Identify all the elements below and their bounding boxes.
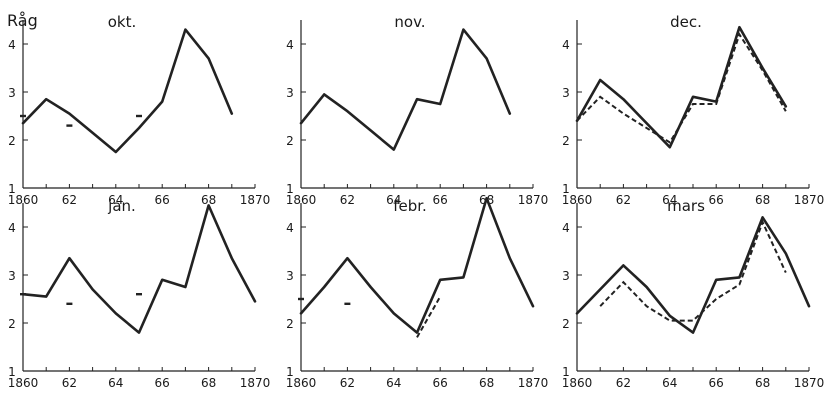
x-tick-label: 1870	[794, 376, 825, 390]
x-tick-label: 68	[755, 376, 770, 390]
y-tick-label: 1	[562, 365, 570, 379]
x-tick-label: 1870	[240, 376, 271, 390]
y-tick-label: 4	[286, 38, 294, 52]
series-line-dashed	[416, 296, 442, 338]
x-tick-label: 64	[108, 193, 123, 207]
series-line-solid	[299, 196, 535, 334]
x-tick-label: 68	[479, 376, 494, 390]
x-tick-label: 1870	[518, 376, 549, 390]
x-tick-label: 1860	[8, 376, 39, 390]
x-tick-label: 64	[662, 193, 677, 207]
y-tick-label: 1	[8, 182, 16, 196]
x-tick-label: 64	[108, 376, 123, 390]
y-tick-label: 1	[562, 182, 570, 196]
y-tick-label: 3	[286, 269, 294, 283]
panel-title: dec.	[670, 13, 702, 31]
y-tick-label: 2	[286, 317, 294, 331]
panel-title: mars	[667, 197, 705, 215]
x-tick-label: 1860	[286, 193, 317, 207]
x-tick-label: 62	[340, 376, 355, 390]
y-tick-label: 4	[562, 221, 570, 235]
panel-title: okt.	[108, 13, 137, 31]
x-tick-label: 66	[155, 376, 170, 390]
series-line-dashed	[576, 32, 787, 144]
x-tick-label: 66	[709, 376, 724, 390]
series-line-solid	[575, 216, 811, 334]
y-tick-label: 3	[286, 86, 294, 100]
y-tick-label: 4	[286, 221, 294, 235]
y-tick-label: 3	[562, 86, 570, 100]
panel-3: 1860 62 64 66 68 1870 1 2 3 4 dec.	[562, 13, 825, 207]
panel-1: 1860 62 64 66 68 1870 1 2 3 4 okt.	[8, 13, 271, 207]
y-tick-label: 2	[562, 317, 570, 331]
series-line-solid	[21, 204, 257, 334]
y-tick-label: 3	[8, 269, 16, 283]
x-tick-label: 68	[755, 193, 770, 207]
x-tick-label: 66	[709, 193, 724, 207]
panel-title: nov.	[394, 13, 425, 31]
y-tick-label: 2	[562, 134, 570, 148]
x-tick-label: 66	[155, 193, 170, 207]
x-tick-label: 1860	[286, 376, 317, 390]
x-tick-label: 64	[386, 193, 401, 207]
x-tick-label: 66	[433, 376, 448, 390]
x-tick-label: 62	[616, 193, 631, 207]
panel-4: 1860 62 64 66 68 1870 1 2 3 4 jan.	[8, 197, 271, 390]
y-tick-label: 2	[8, 317, 16, 331]
series-line-solid	[299, 28, 512, 151]
x-tick-label: 64	[662, 376, 677, 390]
x-tick-label: 1870	[240, 193, 271, 207]
x-tick-label: 68	[201, 376, 216, 390]
x-tick-label: 1860	[562, 376, 593, 390]
x-tick-label: 62	[62, 376, 77, 390]
x-tick-label: 66	[433, 193, 448, 207]
panel-title: jan.	[107, 197, 136, 215]
y-tick-label: 4	[8, 221, 16, 235]
y-tick-label: 2	[8, 134, 16, 148]
series-line-solid	[21, 28, 234, 154]
y-tick-label: 4	[562, 38, 570, 52]
y-tick-label: 4	[8, 38, 16, 52]
x-tick-label: 68	[201, 193, 216, 207]
y-tick-label: 1	[8, 365, 16, 379]
x-tick-label: 62	[616, 376, 631, 390]
panel-5: 1860 62 64 66 68 1870 1 2 3 4 febr.	[286, 196, 549, 390]
series-line-dashed	[599, 219, 787, 322]
x-tick-label: 1860	[8, 193, 39, 207]
y-tick-label: 1	[286, 182, 294, 196]
x-tick-label: 62	[62, 193, 77, 207]
panel-6: 1860 62 64 66 68 1870 1 2 3 4 mars	[562, 197, 825, 390]
x-tick-label: 1870	[794, 193, 825, 207]
x-tick-label: 1870	[518, 193, 549, 207]
y-tick-label: 3	[8, 86, 16, 100]
y-tick-label: 1	[286, 365, 294, 379]
y-tick-label: 2	[286, 134, 294, 148]
y-tick-label: 3	[562, 269, 570, 283]
panels-group: 1860 62 64 66 68 1870 1 2 3 4 okt. 1860 62 64 66 68 1870…	[8, 13, 825, 390]
y-axis-label: Råg	[7, 11, 38, 30]
panel-title: febr.	[393, 197, 427, 215]
series-line-solid	[575, 25, 788, 149]
x-tick-label: 1860	[562, 193, 593, 207]
x-tick-label: 64	[386, 376, 401, 390]
x-tick-label: 62	[340, 193, 355, 207]
